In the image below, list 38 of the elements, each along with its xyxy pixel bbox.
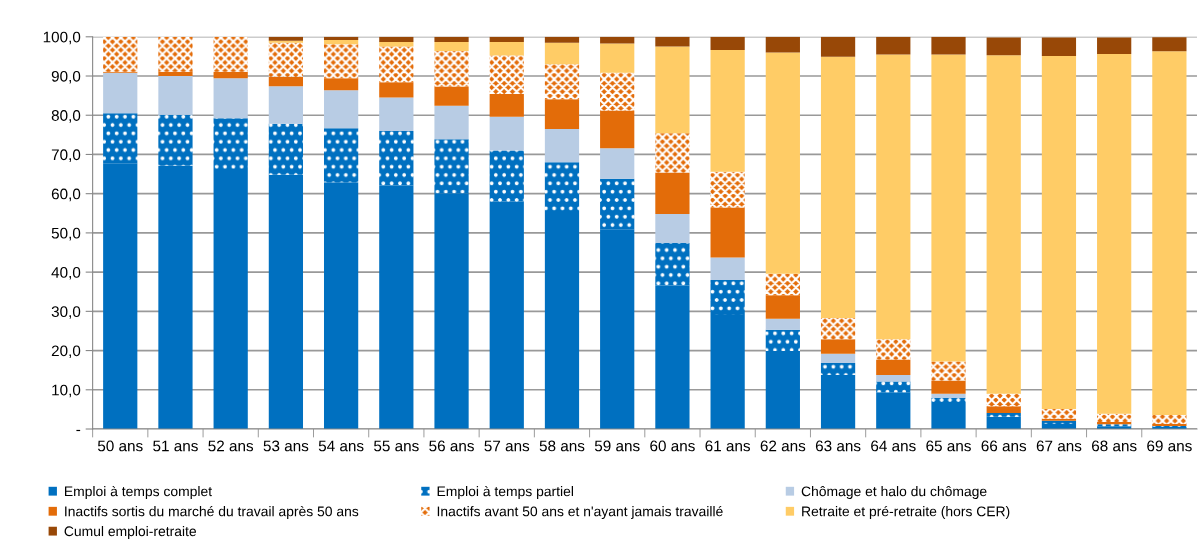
legend-label: Retraite et pré-retraite (hors CER)	[802, 505, 1010, 520]
y-tick-label: 20,0	[51, 345, 81, 359]
y-tick-label: 80,0	[51, 110, 81, 123]
x-tick-label: 69 ans	[1147, 440, 1192, 452]
x-tick-label: 62 ans	[760, 440, 806, 452]
legend-label: Emploi à temps partiel	[437, 485, 573, 499]
legend-label: Chômage et halo du chômage	[801, 485, 987, 499]
x-tick-label: 63 ans	[815, 440, 861, 452]
x-tick-label: 64 ans	[871, 440, 916, 452]
y-tick-label: -	[76, 429, 81, 432]
legend-label: Inactifs avant 50 ans et n'ayant jamais travaillé	[437, 505, 723, 520]
legend-label: Cumul emploi-retraite	[64, 525, 197, 539]
x-tick-label: 53 ans	[263, 440, 309, 452]
x-tick-label: 65 ans	[926, 440, 971, 452]
y-tick-label: 40,0	[51, 266, 81, 280]
x-tick-label: 60 ans	[650, 440, 695, 452]
y-tick-label: 70,0	[51, 149, 81, 162]
x-tick-label: 56 ans	[429, 440, 474, 452]
y-tick-label: 100,0	[43, 31, 81, 45]
x-tick-label: 57 ans	[484, 440, 530, 452]
x-tick-label: 51 ans	[153, 440, 198, 452]
x-tick-label: 55 ans	[374, 440, 419, 452]
y-tick-label: 90,0	[51, 70, 81, 84]
x-tick-label: 59 ans	[594, 440, 640, 452]
x-tick-label: 50 ans	[97, 440, 143, 452]
x-tick-label: 58 ans	[539, 440, 585, 452]
x-tick-label: 54 ans	[318, 440, 364, 452]
legend-label: Inactifs sortis du marché du travail après 50 ans	[65, 505, 359, 520]
x-tick-label: 61 ans	[705, 440, 751, 452]
y-tick-label: 10,0	[52, 384, 81, 398]
x-tick-label: 52 ans	[208, 440, 254, 452]
y-tick-label: 60,0	[51, 188, 81, 202]
legend-label: Emploi à temps complet	[65, 485, 212, 499]
x-tick-label: 68 ans	[1092, 440, 1137, 452]
x-tick-label: 67 ans	[1036, 440, 1082, 452]
x-tick-label: 66 ans	[981, 440, 1027, 452]
y-tick-label: 50,0	[51, 227, 81, 241]
y-tick-label: 30,0	[51, 306, 81, 319]
